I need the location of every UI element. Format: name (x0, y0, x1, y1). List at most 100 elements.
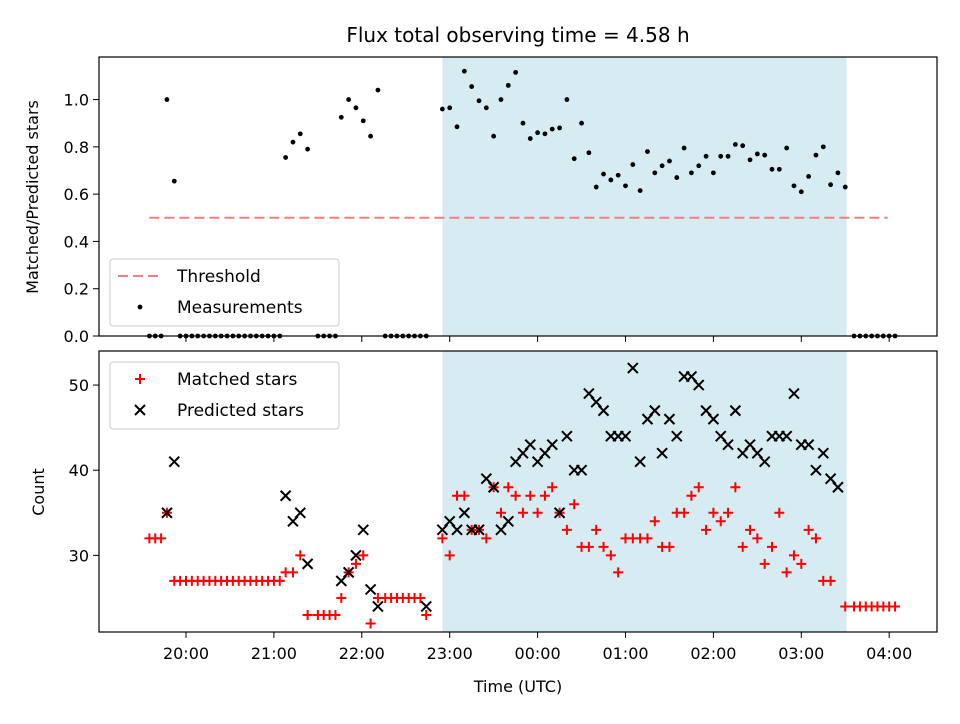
measurements-point (491, 133, 497, 139)
matched-stars-point (701, 524, 712, 535)
measurements-point (798, 189, 804, 195)
matched-stars-point (664, 541, 675, 552)
measurements-point (674, 175, 680, 180)
matched-stars-point (569, 499, 580, 510)
matched-stars-point (803, 524, 814, 535)
y-axis-label-bottom: Count (29, 468, 48, 516)
observing-window-shading (442, 57, 847, 336)
y-tick-label: 40 (69, 461, 89, 480)
matched-stars-point (561, 524, 572, 535)
measurements-point (754, 151, 760, 157)
measurements-point (586, 150, 592, 156)
predicted-stars-point (810, 464, 822, 476)
predicted-stars-point (473, 524, 485, 536)
x-tick-label: 03:00 (778, 644, 824, 663)
measurements-point (828, 182, 833, 188)
measurements-point (689, 170, 694, 176)
x-tick-label: 22:00 (339, 644, 385, 663)
x-tick-label: 21:00 (251, 644, 297, 663)
measurements-point (608, 177, 614, 183)
matched-stars-point (274, 575, 285, 586)
measurements-point (283, 155, 289, 160)
matched-stars-point (156, 533, 167, 544)
matched-stars-point (510, 490, 521, 501)
matched-stars-point (810, 533, 821, 544)
measurements-point (579, 120, 584, 126)
measurements-point (557, 125, 562, 131)
predicted-stars-point (161, 507, 173, 519)
legend: Threshold Measurements (109, 258, 340, 327)
predicted-stars-point (663, 413, 676, 425)
measurements-point (368, 133, 373, 139)
predicted-stars-point (168, 455, 180, 468)
y-tick-label: 0.0 (64, 327, 89, 346)
matched-stars-point (583, 541, 594, 552)
measurements-point (505, 82, 511, 88)
measurements-point (527, 136, 533, 141)
matched-stars-point (336, 592, 347, 603)
matched-stars-point (759, 558, 770, 569)
legend-swatch-measurements (137, 304, 143, 310)
measurements-point (630, 162, 636, 167)
measurements-point (461, 68, 467, 74)
predicted-stars-point (357, 524, 369, 536)
x-axis-label: Time (UTC) (473, 677, 562, 696)
matched-stars-point (737, 541, 748, 552)
measurements-point (601, 171, 606, 177)
matched-stars-point (605, 550, 616, 561)
measurements-point (375, 87, 381, 93)
measurements-point (297, 131, 303, 137)
matched-stars-point (788, 550, 799, 561)
measurements-point (164, 97, 170, 102)
predicted-stars-point (802, 438, 815, 451)
matched-stars-point (642, 533, 653, 544)
predicted-stars-point (279, 490, 292, 502)
matched-stars-point (825, 575, 836, 586)
y-tick-label: 0.4 (64, 232, 89, 251)
measurements-point (740, 143, 746, 149)
measurements-point (439, 106, 445, 112)
legend-label: Matched stars (177, 370, 297, 390)
predicted-stars-point (294, 507, 306, 519)
measurements-point (637, 188, 643, 193)
matched-stars-point (715, 516, 726, 527)
predicted-stars-point (671, 430, 683, 442)
measurements-point (513, 69, 519, 75)
matched-stars-point (649, 516, 660, 527)
measurements-point (338, 114, 344, 120)
ratio-panel: 0.0 0.2 0.4 0.6 0.8 1.0 Threshold Measurements (64, 56, 938, 346)
measurements-point (725, 153, 731, 159)
predicted-stars-point (575, 464, 588, 476)
measurements-point (806, 174, 812, 179)
matched-stars-point (693, 482, 704, 493)
measurements-point (549, 126, 555, 132)
measurements-point (732, 142, 738, 147)
predicted-stars-point (553, 507, 566, 519)
matched-stars-point (708, 507, 719, 518)
measurements-point (498, 97, 504, 102)
predicted-stars-point (372, 600, 384, 613)
matched-stars-point (730, 482, 741, 493)
y-tick-label: 0.2 (64, 280, 89, 299)
predicted-stars-point (832, 481, 844, 493)
measurements-point (615, 172, 621, 178)
predicted-stars-point (350, 549, 362, 562)
measurements-point (711, 170, 716, 176)
predicted-stars-point (729, 404, 742, 417)
measurements-point (171, 178, 177, 184)
matched-stars-point (591, 524, 602, 535)
predicted-stars-point (502, 515, 515, 528)
measurements-point (835, 170, 841, 176)
matched-stars-point (532, 507, 543, 518)
predicted-stars-point (722, 438, 734, 451)
predicted-stars-point (364, 583, 377, 596)
y-tick-label: 0.6 (64, 185, 89, 204)
x-tick-label: 02:00 (690, 644, 736, 663)
matched-stars-point (840, 601, 851, 612)
matched-stars-point (796, 558, 807, 569)
predicted-stars-point (758, 455, 771, 468)
measurements-point (520, 120, 526, 126)
matched-stars-point (679, 507, 690, 518)
legend-label: Predicted stars (177, 401, 304, 421)
measurements-point (820, 144, 826, 150)
